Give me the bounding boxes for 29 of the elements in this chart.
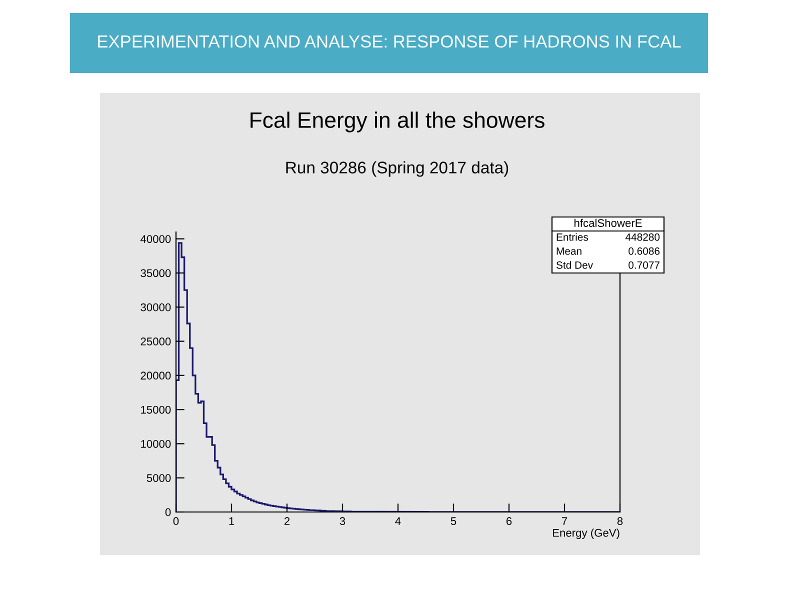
y-tick-label: 30000 — [140, 303, 171, 312]
chart-subtitle: Run 30286 (Spring 2017 data) — [286, 161, 508, 177]
x-tick-label: 5 — [450, 517, 456, 526]
y-tick-label: 35000 — [140, 269, 171, 278]
y-tick-label: 20000 — [140, 372, 171, 380]
text: 0.6086 — [628, 247, 660, 255]
x-tick-label: 4 — [395, 517, 401, 525]
x-tick-label: 7 — [562, 517, 568, 525]
text: 0.7077 — [628, 261, 660, 269]
annotation: Entries — [556, 233, 588, 241]
annotation: Mean — [556, 248, 582, 255]
x-tick-label: 3 — [340, 517, 346, 526]
text: EXPERIMENTATION AND ANALYSE: RESPONSE OF HADRONS IN FCAL — [98, 35, 681, 48]
x-tick-label: 0 — [173, 517, 179, 526]
text: 448280 — [625, 233, 660, 241]
x-tick-label: 2 — [284, 517, 290, 525]
y-tick-label: 10000 — [141, 440, 171, 448]
y-tick-label: 15000 — [141, 406, 171, 414]
x-axis-title: Energy (GeV) — [552, 528, 620, 539]
y-tick-label: 25000 — [140, 338, 171, 346]
y-tick-label: 0 — [165, 508, 171, 516]
x-tick-label: 6 — [506, 517, 512, 526]
x-tick-label: 1 — [229, 517, 234, 525]
chart-title: Fcal Energy in all the showers — [250, 112, 544, 132]
annotation: Std Dev — [556, 261, 594, 269]
y-tick-label: 5000 — [146, 474, 171, 482]
x-tick-label: 8 — [617, 517, 623, 526]
y-tick-label: 40000 — [140, 235, 171, 243]
text: hfcalShowerE — [574, 218, 642, 227]
